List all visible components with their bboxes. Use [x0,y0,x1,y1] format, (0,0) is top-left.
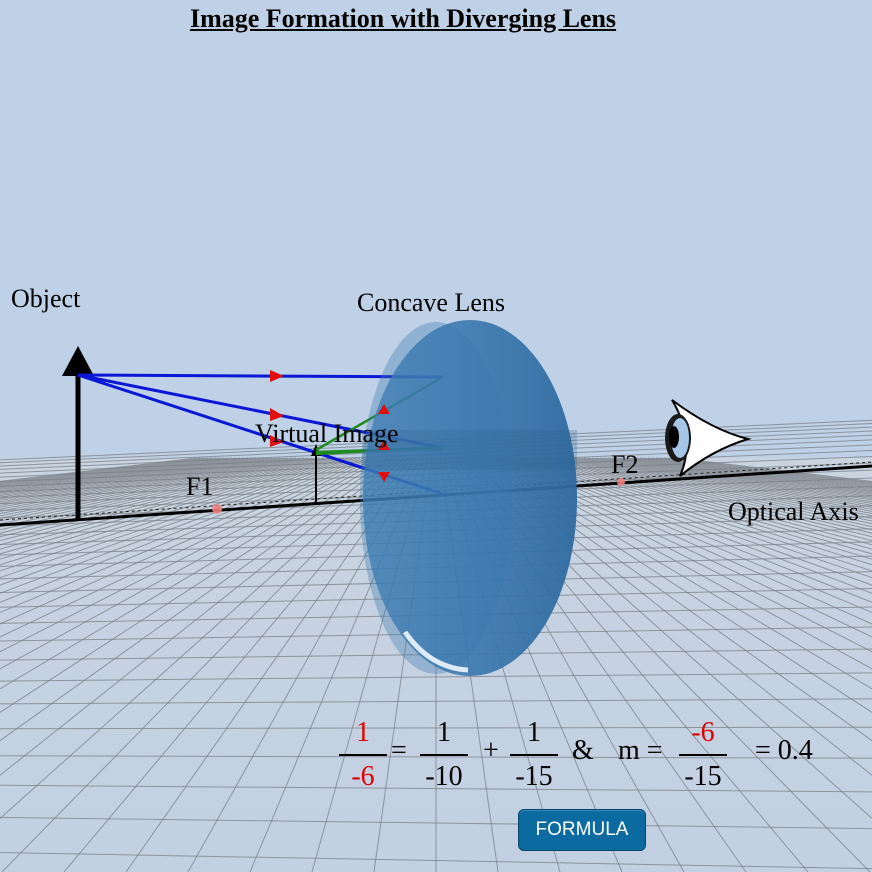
magnification-fraction: -6 -15 [673,714,733,796]
image-distance-fraction: 1 -15 [504,714,564,796]
optical-axis-label: Optical Axis [728,497,859,526]
page-title: Image Formation with Diverging Lens [189,4,617,33]
ray-markers [270,370,390,482]
object-arrow-icon[interactable] [62,346,94,520]
term2-numerator: 1 [527,717,541,748]
lhs-denominator: -6 [351,760,375,792]
magnification-numerator: -6 [691,717,715,748]
magnification-denominator: -15 [684,760,722,792]
plus-sign: + [483,735,499,766]
lhs-numerator: 1 [356,717,370,748]
virtual-image-label: Virtual Image [255,419,399,448]
concave-lens[interactable] [360,320,577,676]
object-label: Object [11,284,81,313]
equals-sign: = [391,735,407,766]
magnification-label: m = [618,735,663,766]
term2-denominator: -15 [515,760,553,792]
ampersand: & [572,735,594,766]
object-distance-fraction: 1 -10 [414,714,474,796]
f1-point [212,504,222,514]
f2-label: F2 [611,450,639,479]
term1-numerator: 1 [437,717,451,748]
lhs-fraction: 1 -6 [333,714,393,796]
f2-point [617,478,625,486]
dashed-axis-line [0,461,872,521]
formula-button[interactable]: FORMULA [518,809,646,851]
eye-icon [665,399,752,477]
magnification-result: = 0.4 [755,735,813,766]
lens-label: Concave Lens [357,288,506,317]
term1-denominator: -10 [425,760,463,792]
f1-label: F1 [186,472,214,501]
